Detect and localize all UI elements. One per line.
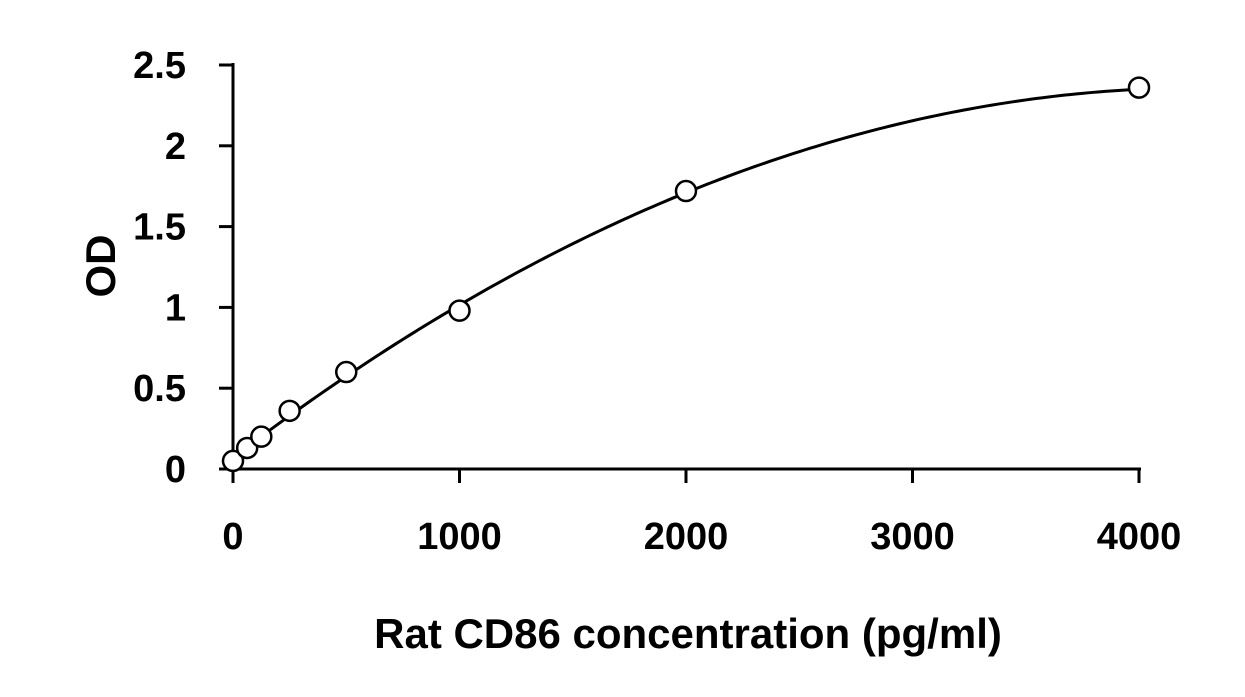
data-point xyxy=(674,179,698,203)
y-tick-label: 0.5 xyxy=(133,368,186,410)
x-axis-ticks: 0 1000 2000 3000 4000 xyxy=(222,469,1181,558)
data-point xyxy=(1127,76,1151,99)
y-axis-ticks: 0 0.5 1 1.5 2 2.5 xyxy=(133,45,233,491)
x-axis-title: Rat CD86 concentration (pg/ml) xyxy=(374,610,1002,657)
y-tick-label: 1 xyxy=(165,287,186,329)
x-tick-label: 2000 xyxy=(644,516,729,558)
data-point xyxy=(448,299,471,322)
x-tick-label: 4000 xyxy=(1097,516,1182,558)
x-tick-label: 1000 xyxy=(417,516,502,558)
data-point xyxy=(335,360,358,384)
y-tick-label: 1.5 xyxy=(133,207,186,249)
y-tick-label: 2 xyxy=(165,126,186,168)
y-tick-label: 2.5 xyxy=(133,45,186,87)
data-points xyxy=(221,76,1151,473)
x-tick-label: 0 xyxy=(222,516,243,558)
data-point xyxy=(250,425,273,448)
data-point xyxy=(221,449,245,473)
y-tick-label: 0 xyxy=(165,449,186,491)
y-axis-title: OD xyxy=(77,235,124,298)
data-point xyxy=(278,399,301,423)
x-tick-label: 3000 xyxy=(870,516,955,558)
fit-curve xyxy=(232,87,1140,459)
